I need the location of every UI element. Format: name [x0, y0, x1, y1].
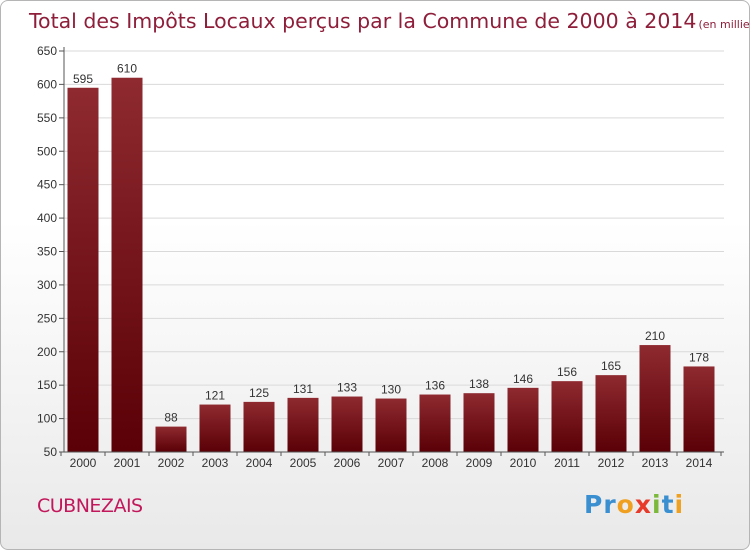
chart-title: Total des Impôts Locaux perçus par la Co… [28, 9, 750, 33]
x-axis: 2000 2001 2002 2003 2004 2005 2006 2007 2008 2009… [60, 451, 724, 470]
y-tick-label: 200 [37, 345, 57, 359]
bar-value-label: 178 [689, 350, 709, 364]
x-tick-label: 2012 [598, 456, 625, 470]
x-tick-label: 2001 [114, 456, 141, 470]
x-tick-label: 2007 [378, 456, 405, 470]
bar-value-label: 136 [425, 379, 445, 393]
x-tick-label: 2013 [642, 456, 669, 470]
logo-letter: x [634, 490, 652, 519]
bar-value-label: 133 [337, 381, 357, 395]
y-tick-label: 150 [37, 378, 57, 392]
y-tick-label: 650 [37, 44, 57, 58]
logo-letter: o [616, 490, 635, 519]
bar-value-label: 165 [601, 359, 621, 373]
bar-value-label: 138 [469, 377, 489, 391]
bar [111, 77, 143, 452]
x-tick-label: 2000 [70, 456, 97, 470]
y-tick-label: 100 [37, 412, 57, 426]
y-tick-label: 400 [37, 211, 57, 225]
y-tick-label: 450 [37, 178, 57, 192]
proxiti-logo[interactable]: Proxiti [584, 490, 684, 519]
bar-value-label: 130 [381, 383, 401, 397]
bar [287, 397, 319, 452]
y-tick-label: 600 [37, 77, 57, 91]
bar [683, 366, 715, 452]
bar-value-label: 131 [293, 382, 313, 396]
x-tick-label: 2006 [334, 456, 361, 470]
x-tick-label: 2003 [202, 456, 229, 470]
x-tick-label: 2004 [246, 456, 273, 470]
y-tick-label: 300 [37, 278, 57, 292]
x-tick-label: 2008 [422, 456, 449, 470]
bars: 595 610 88 121 125 131 133 130 136 138 146 156 165 21… [67, 62, 715, 452]
x-tick-label: 2014 [686, 456, 713, 470]
x-tick-label: 2009 [466, 456, 493, 470]
bar-value-label: 125 [249, 386, 269, 400]
bar-value-label: 595 [73, 72, 93, 86]
bar [331, 396, 363, 452]
bar [155, 426, 187, 452]
bar [375, 398, 407, 452]
x-tick-label: 2005 [290, 456, 317, 470]
x-tick-label: 2002 [158, 456, 185, 470]
commune-name: CUBNEZAIS [37, 495, 143, 517]
bar-value-label: 121 [205, 389, 225, 403]
bar [419, 394, 451, 452]
y-tick-label: 350 [37, 245, 57, 259]
bar-value-label: 146 [513, 372, 533, 386]
bar [507, 387, 539, 452]
bar-value-label: 610 [117, 62, 137, 76]
gridlines [64, 50, 724, 453]
y-tick-label: 550 [37, 111, 57, 125]
y-tick-label: 250 [37, 311, 57, 325]
bar [199, 404, 231, 452]
bar [639, 345, 671, 452]
bar [463, 393, 495, 452]
x-tick-label: 2010 [510, 456, 537, 470]
logo-letter: r [603, 490, 617, 519]
logo-letter: t [661, 490, 675, 519]
bar-value-label: 156 [557, 365, 577, 379]
y-tick-label: 50 [44, 445, 58, 459]
bar-value-label: 88 [164, 411, 178, 425]
bar [551, 381, 583, 452]
bar [243, 401, 275, 452]
bar-value-label: 210 [645, 329, 665, 343]
y-axis: 50 100 150 200 250 300 350 400 450 500 550 600 650 [37, 44, 65, 459]
bar [67, 87, 99, 452]
logo-letter: i [652, 490, 662, 519]
x-tick-label: 2011 [554, 456, 580, 470]
logo-letter: i [674, 490, 685, 519]
y-tick-label: 500 [37, 144, 57, 158]
logo-letter: P [584, 490, 604, 519]
bar [595, 375, 627, 452]
